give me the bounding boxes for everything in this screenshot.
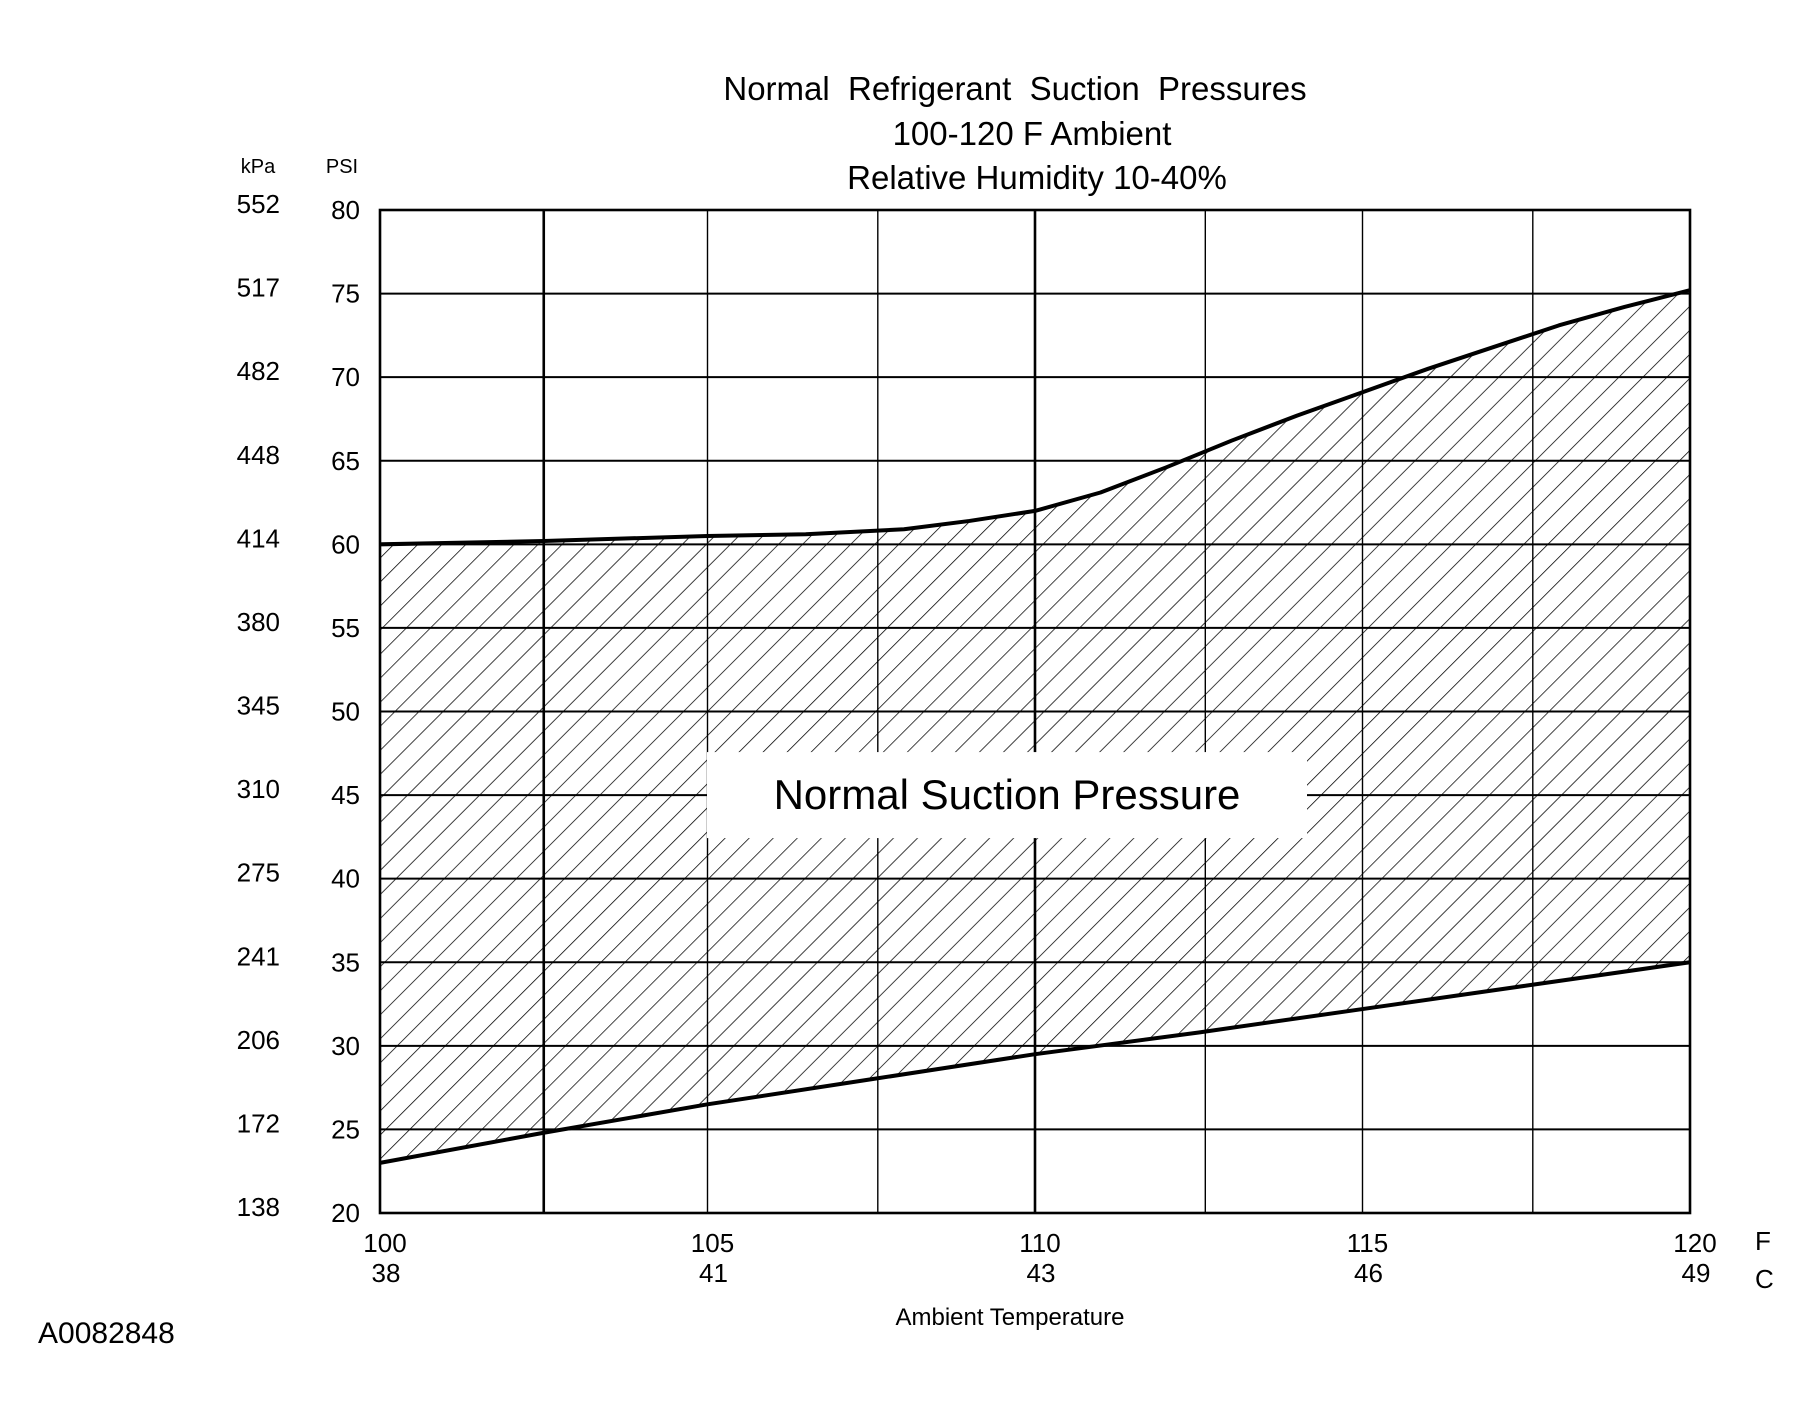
y-tick-kpa: 241 [237,941,280,971]
x-tick-c: 49 [1682,1258,1711,1288]
x-tick-c: 38 [372,1258,401,1288]
y-tick-psi: 35 [331,947,360,977]
x-tick-f: 110 [1019,1228,1060,1258]
y-tick-kpa: 345 [237,691,280,721]
y-tick-kpa: 482 [237,356,280,386]
y-tick-psi: 65 [331,446,360,476]
y-tick-kpa: 380 [237,607,280,637]
x-tick-f: 100 [363,1228,406,1258]
chart-title-line-1: Normal Refrigerant Suction Pressures [723,70,1306,107]
annotation-background [707,752,1307,839]
y-tick-kpa: 414 [237,523,280,553]
x-unit-c: C [1755,1264,1774,1294]
y-axis-tick-labels: 80 552 75 517 70 482 65 448 60 414 55 380 50 345 45 310… [237,189,360,1228]
y-tick-psi: 25 [331,1114,360,1144]
x-tick-f: 115 [1347,1228,1388,1258]
plot-frame [378,208,1692,1215]
y-tick-kpa: 138 [237,1192,280,1222]
y-tick-psi: 45 [331,780,360,810]
x-tick-f: 120 [1673,1228,1716,1258]
y-tick-psi: 70 [331,362,360,392]
chart-title-line-3: Relative Humidity 10-40% [847,159,1227,196]
y-tick-psi: 75 [331,279,360,309]
y-tick-psi: 80 [331,195,360,225]
vertical-gridlines [542,210,1534,1213]
y-tick-kpa: 206 [237,1025,280,1055]
chart-title-line-2: 100-120 F Ambient [893,115,1172,152]
upper-limit-line [379,288,1691,547]
x-tick-f: 105 [691,1228,734,1258]
y-tick-kpa: 448 [237,440,280,470]
normal-suction-pressure-label: Normal Suction Pressure [774,771,1241,818]
x-tick-c: 43 [1027,1258,1056,1288]
y-tick-kpa: 172 [237,1108,280,1138]
figure-id: A0082848 [38,1317,175,1350]
y-tick-kpa: 275 [237,858,280,888]
x-tick-c: 41 [699,1258,728,1288]
x-axis-label: Ambient Temperature [895,1304,1124,1331]
y-tick-psi: 55 [331,613,360,643]
y-tick-kpa: 552 [237,189,280,219]
y-tick-psi: 50 [331,697,360,727]
lower-limit-line [379,960,1691,1165]
y-tick-psi: 40 [331,864,360,894]
y-unit-kpa: kPa [241,156,276,178]
x-tick-c: 46 [1354,1258,1383,1288]
x-unit-f: F [1755,1226,1771,1256]
y-tick-kpa: 517 [237,273,280,303]
y-tick-psi: 30 [331,1031,360,1061]
chart-title: Normal Refrigerant Suction Pressures 100… [723,70,1306,196]
y-tick-psi: 60 [331,529,360,559]
y-tick-kpa: 310 [237,774,280,804]
y-unit-psi: PSI [326,156,358,178]
y-tick-psi: 20 [331,1198,360,1228]
